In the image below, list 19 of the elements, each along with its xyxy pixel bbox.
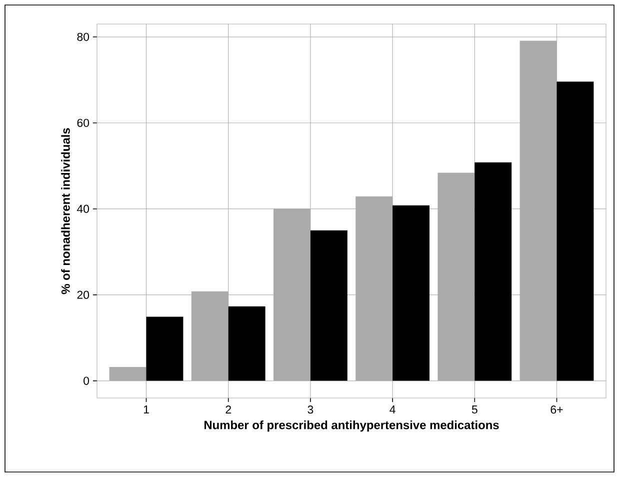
y-tick-label: 20 [77,290,90,299]
x-tick-label: 4 [390,406,396,414]
bar [310,230,348,381]
y-axis-title: % of nonadherent individuals [61,128,70,294]
x-tick-label: 3 [308,406,314,414]
bar [228,306,266,381]
y-tick-label: 40 [77,204,90,213]
x-axis-title: Number of prescribed antihypertensive medications [204,420,499,432]
y-tick-label: 80 [77,32,90,41]
y-tick-label: 0 [84,376,90,385]
bar [146,316,184,381]
bar [392,205,430,381]
x-tick-label: 1 [144,406,149,414]
x-tick-label: 6+ [550,406,563,414]
bar [556,82,594,381]
bar [474,162,512,381]
x-tick-label: 2 [226,406,231,414]
y-tick-label: 60 [77,118,90,127]
x-tick-label: 5 [472,406,478,414]
